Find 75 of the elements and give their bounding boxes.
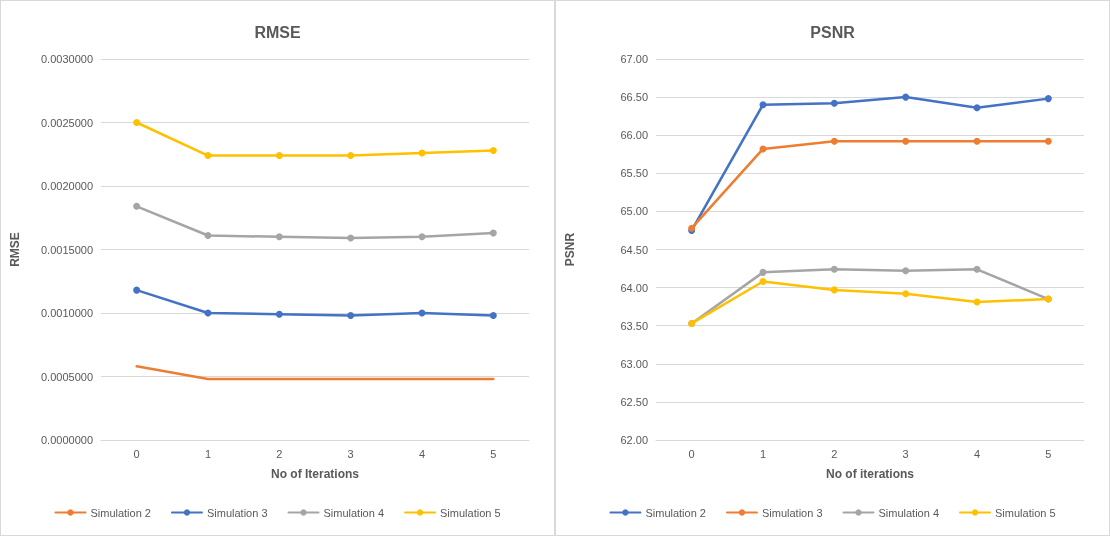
x-tick-label: 2 <box>831 447 838 460</box>
legend-label: Simulation 5 <box>440 506 501 519</box>
y-tick-label: 0.0005000 <box>41 370 93 383</box>
y-tick-label: 63.00 <box>620 357 648 370</box>
x-tick-label: 5 <box>490 447 497 460</box>
point <box>418 233 426 241</box>
y-tick-label: 64.50 <box>620 243 648 256</box>
point <box>830 286 838 294</box>
y-tick-label: 65.50 <box>620 167 648 180</box>
y-tick-label: 0.0010000 <box>41 307 93 319</box>
legend-label: Simulation 4 <box>878 506 940 519</box>
point <box>347 152 355 160</box>
legend-label: Simulation 2 <box>645 506 706 519</box>
point <box>902 267 910 275</box>
point <box>489 146 497 154</box>
point <box>204 152 212 160</box>
x-tick-label: 1 <box>759 447 767 460</box>
x-tick-label: 2 <box>276 447 283 460</box>
point <box>902 137 910 145</box>
point <box>973 137 981 145</box>
y-tick-label: 64.00 <box>620 281 648 294</box>
point <box>133 286 141 294</box>
x-tick-label: 1 <box>204 447 212 460</box>
y-axis-title: RMSE <box>8 232 22 267</box>
point <box>902 290 910 298</box>
point <box>275 152 283 160</box>
y-tick-label: 62.50 <box>620 395 648 408</box>
point <box>275 233 283 241</box>
point <box>133 202 141 210</box>
y-tick-label: 0.0025000 <box>41 116 93 129</box>
x-axis-title: No of Iterations <box>270 467 360 481</box>
point <box>347 234 355 242</box>
chart-title: PSNR <box>810 23 856 41</box>
x-tick-label: 3 <box>902 447 909 460</box>
y-tick-label: 65.00 <box>620 205 648 218</box>
x-tick-label: 0 <box>688 447 695 460</box>
point <box>1044 137 1052 145</box>
point <box>973 104 981 112</box>
y-tick-label: 0.0015000 <box>41 243 93 256</box>
legend-label: Simulation 4 <box>323 506 385 519</box>
x-tick-label: 4 <box>973 447 981 460</box>
x-tick-label: 3 <box>347 447 354 460</box>
y-tick-label: 66.00 <box>620 129 648 142</box>
point <box>830 99 838 107</box>
x-axis-title: No of iterations <box>825 467 915 481</box>
point <box>973 265 981 273</box>
x-tick-label: 0 <box>133 447 140 460</box>
point <box>204 232 212 240</box>
point <box>830 137 838 145</box>
legend-label: Simulation 3 <box>206 506 268 519</box>
point <box>759 278 767 285</box>
point <box>902 93 910 101</box>
point <box>759 268 767 276</box>
chart-title: RMSE <box>254 23 301 41</box>
point <box>489 229 497 237</box>
y-tick-label: 67.00 <box>620 53 648 65</box>
y-tick-label: 0.0030000 <box>41 53 93 65</box>
point <box>489 312 497 320</box>
point <box>830 265 838 273</box>
x-tick-label: 4 <box>418 447 426 460</box>
y-tick-label: 66.50 <box>620 91 648 104</box>
y-tick-label: 62.00 <box>620 434 648 446</box>
point <box>1044 95 1052 103</box>
legend-label: Simulation 3 <box>761 506 823 519</box>
point <box>133 119 141 126</box>
y-tick-label: 0.0000000 <box>41 434 93 446</box>
y-tick-label: 63.50 <box>620 319 648 332</box>
y-axis-title: PSNR <box>563 232 577 267</box>
point <box>275 310 283 318</box>
point <box>347 312 355 320</box>
point <box>759 101 767 109</box>
x-tick-label: 5 <box>1045 447 1052 460</box>
legend-label: Simulation 5 <box>995 506 1056 519</box>
y-tick-label: 0.0020000 <box>41 180 93 192</box>
legend-label: Simulation 2 <box>90 506 151 519</box>
